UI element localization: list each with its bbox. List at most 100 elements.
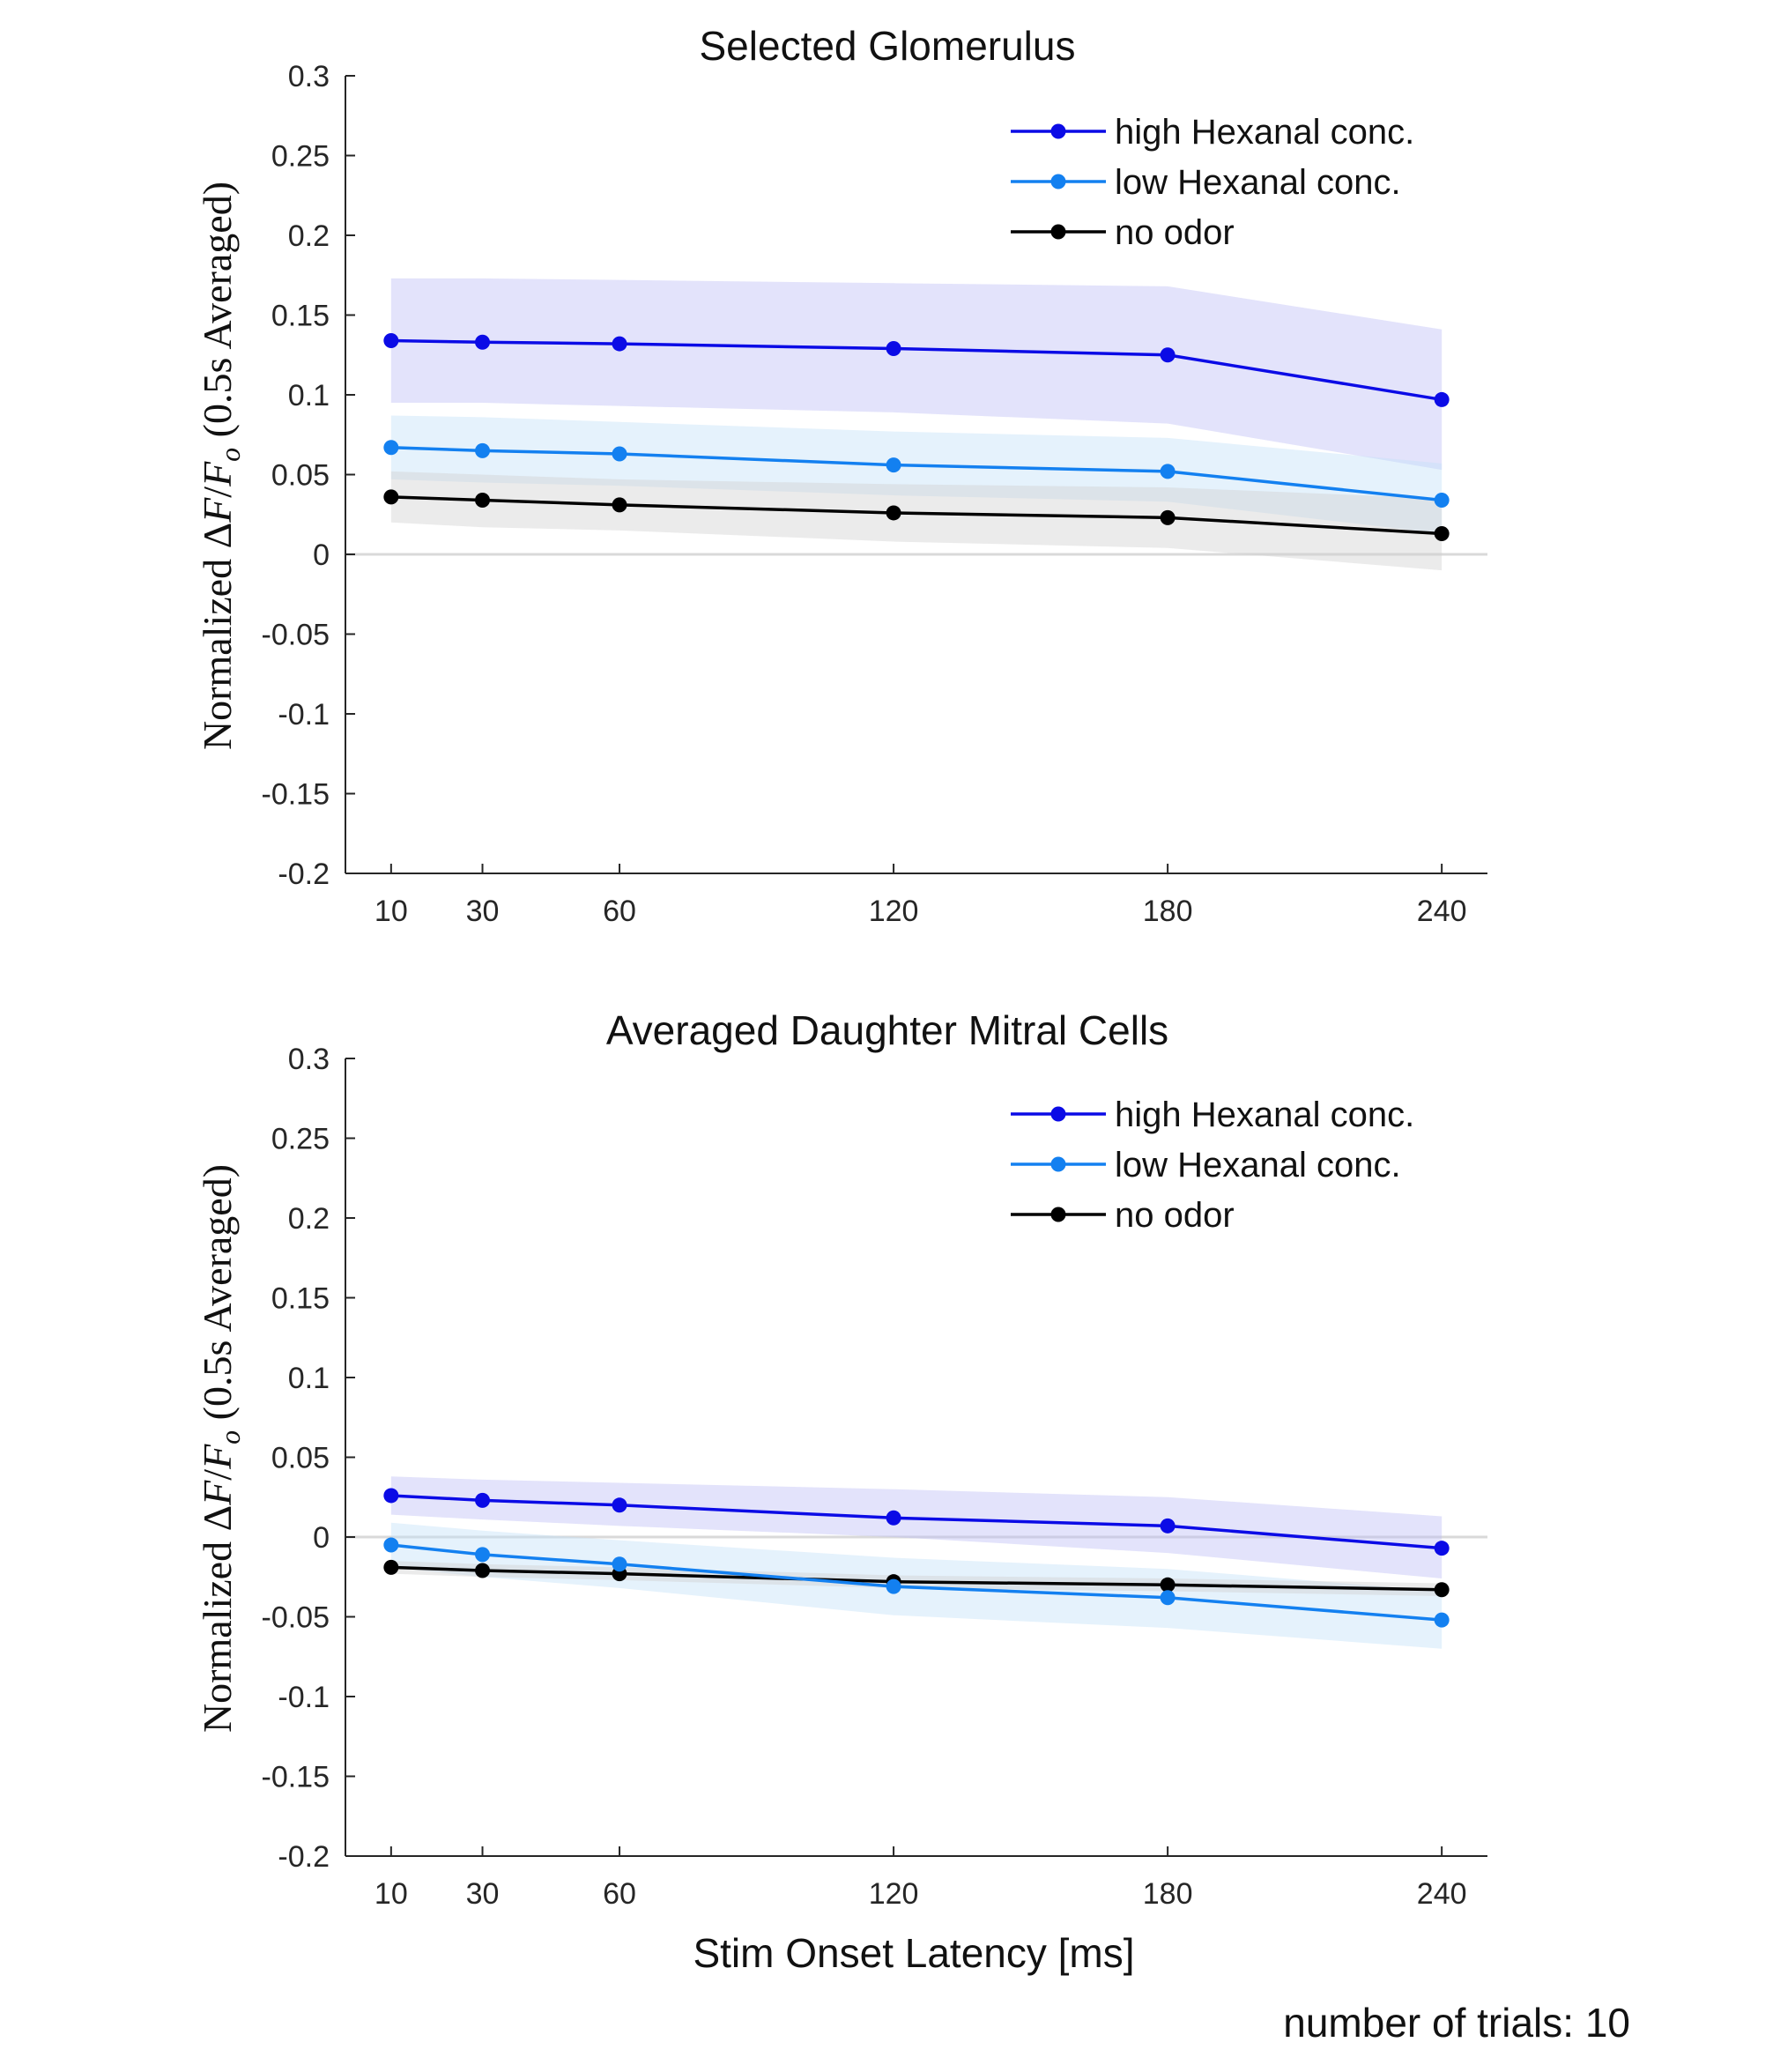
chart-panel-1: -0.2 -0.15 -0.1 -0.05 0 0.05 0.1 0.15 0.2 0.25 0.3…: [195, 23, 1487, 928]
legend-label: high Hexanal conc.: [1115, 1095, 1414, 1134]
y-tick-label: 0.15: [271, 1282, 330, 1316]
data-point-high-hexanal-conc: [886, 341, 901, 357]
y-tick-label: -0.2: [278, 1840, 330, 1874]
x-tick-label: 60: [603, 895, 636, 928]
y-tick-label: -0.2: [278, 858, 330, 891]
data-point-high-hexanal-conc: [1434, 1541, 1450, 1556]
data-point-no-odor: [612, 497, 627, 513]
y-tick-label: 0.2: [288, 1202, 330, 1236]
x-tick-label: 10: [375, 895, 408, 928]
legend-marker: [1050, 1207, 1066, 1222]
data-point-high-hexanal-conc: [475, 334, 491, 350]
x-tick-label: 30: [466, 1877, 500, 1911]
y-tick-label: 0.1: [288, 379, 330, 412]
y-tick-label: 0.3: [288, 1043, 330, 1076]
y-tick-label: 0.25: [271, 1123, 330, 1156]
legend-item-no-odor: no odor: [1011, 213, 1235, 252]
data-point-no-odor: [1434, 1582, 1450, 1598]
legend-item-high-hexanal-conc: high Hexanal conc.: [1011, 1095, 1414, 1134]
legend-marker: [1050, 123, 1066, 139]
legend-label: high Hexanal conc.: [1115, 113, 1414, 152]
x-tick-label: 10: [375, 1877, 408, 1911]
y-tick-label: 0.1: [288, 1362, 330, 1395]
data-point-low-hexanal-conc: [383, 1537, 399, 1553]
y-tick-label: 0.15: [271, 300, 330, 333]
x-tick-label: 120: [869, 1877, 919, 1911]
legend-label: low Hexanal conc.: [1115, 163, 1401, 202]
y-tick-label: -0.1: [278, 1681, 330, 1714]
series-line-high-hexanal-conc: [390, 338, 1443, 402]
data-point-no-odor: [475, 492, 491, 508]
band-high-hexanal-conc-: [390, 278, 1443, 471]
data-point-low-hexanal-conc: [1160, 1590, 1176, 1606]
y-tick-label: 0.05: [271, 459, 330, 493]
y-tick-label: 0.25: [271, 140, 330, 174]
chart-panel-2: -0.2 -0.15 -0.1 -0.05 0 0.05 0.1 0.15 0.2 0.25 0.3…: [195, 1007, 1487, 1976]
y-tick-label: -0.1: [278, 698, 330, 732]
chart-title: Averaged Daughter Mitral Cells: [606, 1007, 1168, 1053]
legend-item-high-hexanal-conc: high Hexanal conc.: [1011, 113, 1414, 152]
x-axis-label: Stim Onset Latency [ms]: [693, 1930, 1134, 1976]
legend-marker: [1050, 1106, 1066, 1122]
legend-marker: [1050, 1156, 1066, 1172]
x-tick-label: 180: [1143, 1877, 1193, 1911]
y-tick-label: -0.05: [262, 1601, 330, 1635]
y-tick-label: -0.05: [262, 619, 330, 652]
series-line-low-hexanal-conc: [390, 445, 1443, 502]
data-point-no-odor: [1434, 525, 1450, 541]
y-tick-label: 0.3: [288, 60, 330, 93]
data-point-high-hexanal-conc: [383, 1488, 399, 1504]
x-tick-label: 180: [1143, 895, 1193, 928]
y-tick-label: 0.05: [271, 1442, 330, 1475]
data-point-low-hexanal-conc: [383, 440, 399, 456]
y-tick-label: 0.2: [288, 219, 330, 253]
y-tick-label: 0: [313, 538, 330, 572]
legend-marker: [1050, 174, 1066, 189]
data-point-high-hexanal-conc: [1160, 1518, 1176, 1534]
x-tick-label: 240: [1417, 1877, 1467, 1911]
data-point-low-hexanal-conc: [886, 1578, 901, 1594]
y-tick-label: 0: [313, 1521, 330, 1555]
series-line-high-hexanal-conc: [390, 1494, 1443, 1550]
data-point-low-hexanal-conc: [1160, 464, 1176, 479]
legend-label: no odor: [1115, 1196, 1235, 1235]
data-point-high-hexanal-conc: [1434, 391, 1450, 407]
band-no-odor: [390, 1561, 1443, 1596]
data-point-low-hexanal-conc: [886, 457, 901, 473]
data-point-high-hexanal-conc: [1160, 347, 1176, 363]
band-low-hexanal-conc-: [390, 415, 1443, 534]
legend-marker: [1050, 224, 1066, 240]
data-point-high-hexanal-conc: [475, 1492, 491, 1508]
data-point-low-hexanal-conc: [1434, 492, 1450, 508]
data-point-high-hexanal-conc: [612, 336, 627, 352]
series-line-low-hexanal-conc: [390, 1543, 1443, 1622]
data-point-no-odor: [383, 489, 399, 505]
y-tick-label: -0.15: [262, 1761, 330, 1794]
data-point-low-hexanal-conc: [475, 442, 491, 458]
x-tick-label: 60: [603, 1877, 636, 1911]
series-line-no-odor: [390, 1565, 1443, 1592]
y-axis-label: Normalized ΔF/Fo (0.5s Averaged): [195, 182, 246, 750]
data-point-high-hexanal-conc: [886, 1510, 901, 1526]
legend-label: low Hexanal conc.: [1115, 1146, 1401, 1185]
data-point-no-odor: [383, 1559, 399, 1575]
chart-title: Selected Glomerulus: [700, 23, 1076, 69]
data-point-high-hexanal-conc: [612, 1497, 627, 1513]
data-point-no-odor: [1160, 509, 1176, 525]
data-point-low-hexanal-conc: [1434, 1612, 1450, 1628]
data-point-no-odor: [886, 505, 901, 521]
band-no-odor: [390, 471, 1443, 571]
data-point-high-hexanal-conc: [383, 332, 399, 348]
x-tick-label: 30: [466, 895, 500, 928]
y-axis-label: Normalized ΔF/Fo (0.5s Averaged): [195, 1164, 246, 1733]
legend-item-low-hexanal-conc: low Hexanal conc.: [1011, 163, 1401, 202]
legend-item-low-hexanal-conc: low Hexanal conc.: [1011, 1146, 1401, 1185]
data-point-low-hexanal-conc: [612, 1556, 627, 1572]
x-tick-label: 240: [1417, 895, 1467, 928]
x-tick-label: 120: [869, 895, 919, 928]
data-point-low-hexanal-conc: [612, 446, 627, 462]
band-high-hexanal-conc-: [390, 1476, 1443, 1579]
band-low-hexanal-conc-: [390, 1522, 1443, 1649]
data-point-no-odor: [475, 1563, 491, 1578]
